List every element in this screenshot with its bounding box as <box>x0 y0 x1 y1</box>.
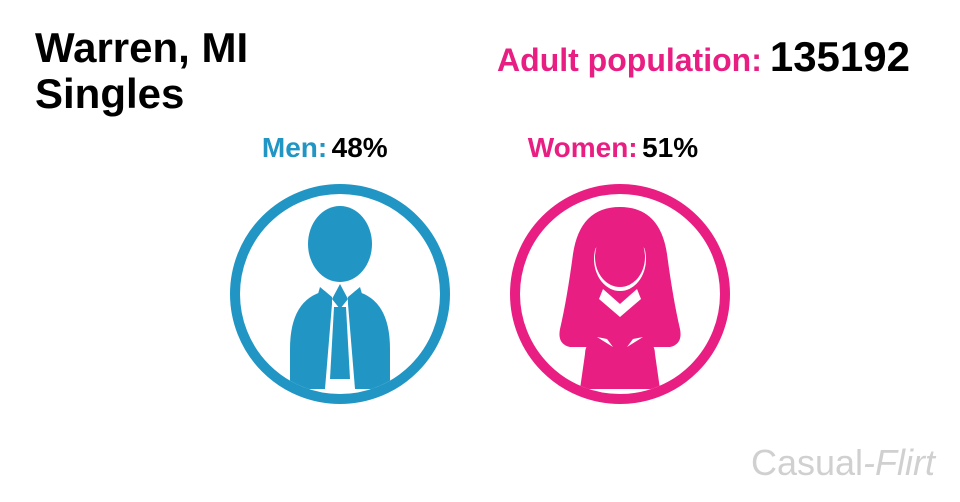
watermark-part2: -Flirt <box>863 442 935 483</box>
woman-icon <box>535 199 705 389</box>
women-stat: Women: 51% <box>528 132 698 164</box>
man-icon <box>260 199 420 389</box>
population-block: Adult population: 135192 <box>497 33 910 81</box>
header-row: Warren, MI Singles Adult population: 135… <box>0 0 960 117</box>
icons-row <box>0 184 960 404</box>
watermark: Casual-Flirt <box>751 442 935 484</box>
population-value: 135192 <box>770 33 910 81</box>
men-value: 48% <box>332 132 388 163</box>
watermark-part1: Casual <box>751 442 863 483</box>
men-icon-circle <box>230 184 450 404</box>
subtitle-text: Singles <box>35 71 248 117</box>
women-label: Women: <box>528 132 638 163</box>
men-stat: Men: 48% <box>262 132 388 164</box>
stats-row: Men: 48% Women: 51% <box>0 132 960 164</box>
location-text: Warren, MI <box>35 25 248 71</box>
women-value: 51% <box>642 132 698 163</box>
location-block: Warren, MI Singles <box>35 25 248 117</box>
population-label: Adult population: <box>497 42 762 79</box>
men-label: Men: <box>262 132 327 163</box>
women-icon-circle <box>510 184 730 404</box>
